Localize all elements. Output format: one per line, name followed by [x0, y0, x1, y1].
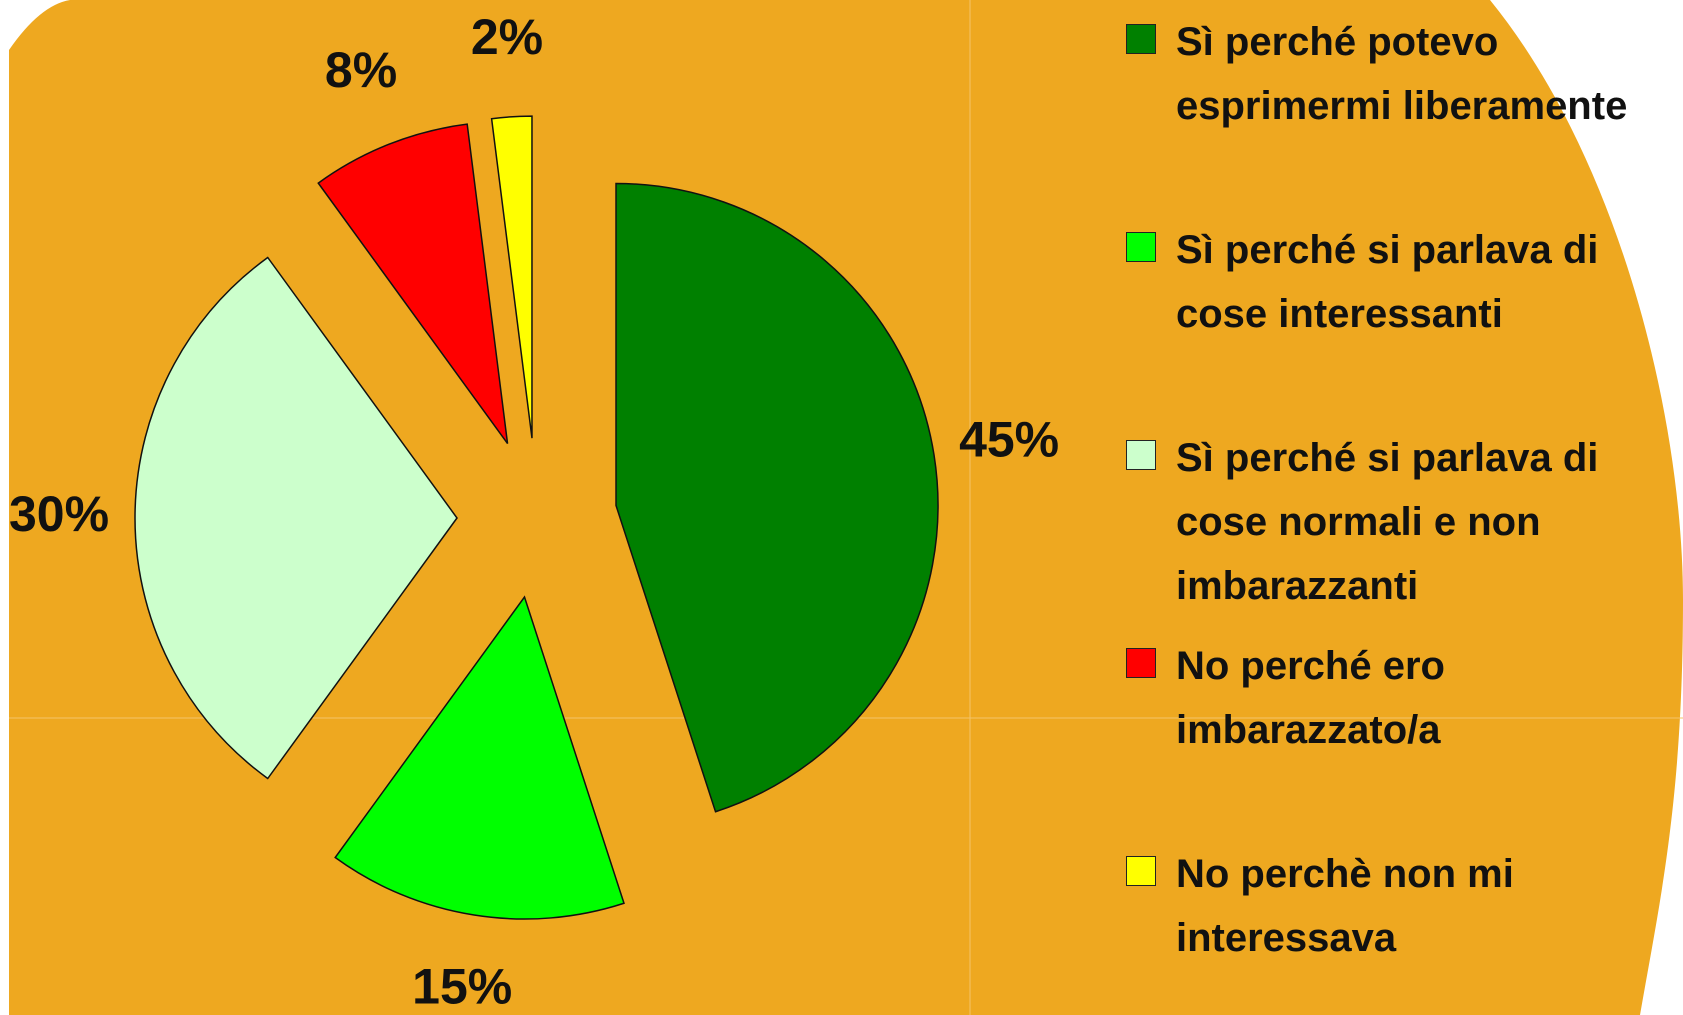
- value-label: 30%: [9, 486, 109, 542]
- legend-label: Sì perché si parlava di cose normali e n…: [1176, 436, 1599, 608]
- pie-slice: [615, 182, 939, 813]
- legend-label: No perché ero imbarazzato/a: [1176, 644, 1445, 752]
- pie-slice: [134, 256, 458, 780]
- pie-slice: [317, 123, 509, 445]
- pie-slice: [490, 115, 533, 439]
- value-label: 2%: [471, 9, 543, 65]
- legend-swatch: [1126, 232, 1156, 262]
- value-label: 8%: [325, 42, 397, 98]
- pie-slice: [334, 595, 625, 920]
- value-label: 45%: [959, 411, 1059, 467]
- value-label: 15%: [412, 958, 512, 1014]
- legend-label: Sì perché si parlava di cose interessant…: [1176, 228, 1599, 336]
- legend-label: No perchè non mi interessava: [1176, 852, 1514, 960]
- legend-swatch: [1126, 648, 1156, 678]
- legend-swatch: [1126, 856, 1156, 886]
- legend-swatch: [1126, 440, 1156, 470]
- legend-swatch: [1126, 24, 1156, 54]
- legend-label: Sì perché potevo esprimermi liberamente: [1176, 20, 1628, 128]
